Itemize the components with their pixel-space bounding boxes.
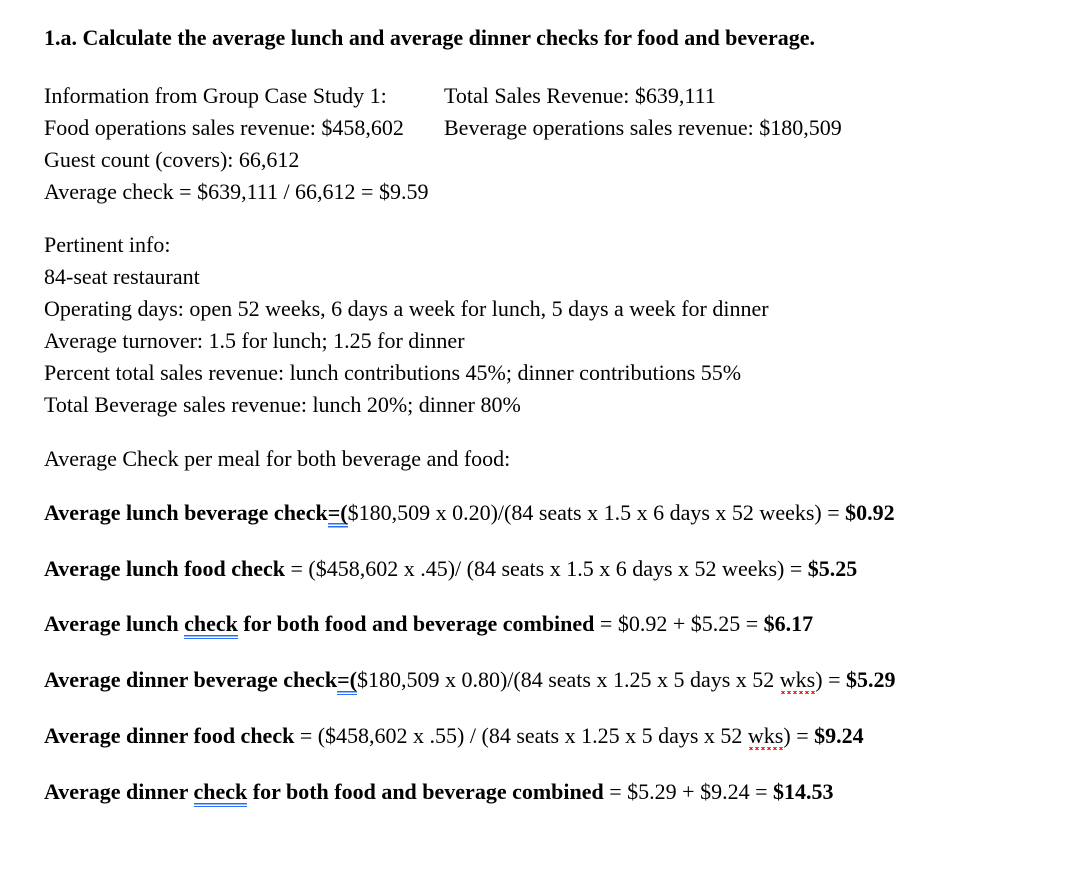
result: $0.92 <box>845 500 895 525</box>
operating-days: Operating days: open 52 weeks, 6 days a … <box>44 293 1052 325</box>
wks-squiggle: wks <box>748 723 783 750</box>
wks-squiggle: wks <box>780 667 815 694</box>
result: $6.17 <box>764 611 814 636</box>
calc-lunch-combined: Average lunch check for both food and be… <box>44 608 1052 640</box>
calc-lunch-beverage: Average lunch beverage check=($180,509 x… <box>44 497 1052 529</box>
label: Average dinner beverage check <box>44 667 337 692</box>
label-b: for both food and beverage combined <box>247 779 604 804</box>
formula: = $5.29 + $9.24 = <box>604 779 773 804</box>
guest-count: Guest count (covers): 66,612 <box>44 144 1052 176</box>
result: $5.29 <box>846 667 896 692</box>
formula-b: ) = <box>783 723 814 748</box>
food-operations-revenue: Food operations sales revenue: $458,602 <box>44 112 444 144</box>
average-check: Average check = $639,111 / 66,612 = $9.5… <box>44 176 1052 208</box>
formula: = $0.92 + $5.25 = <box>594 611 763 636</box>
formula: = ($458,602 x .45)/ (84 seats x 1.5 x 6 … <box>285 556 808 581</box>
section-heading: Average Check per meal for both beverage… <box>44 443 1052 475</box>
result: $14.53 <box>773 779 834 804</box>
label: Average dinner food check <box>44 723 294 748</box>
pertinent-block: Pertinent info: 84-seat restaurant Opera… <box>44 229 1052 420</box>
formula: $180,509 x 0.20)/(84 seats x 1.5 x 6 day… <box>348 500 846 525</box>
average-turnover: Average turnover: 1.5 for lunch; 1.25 fo… <box>44 325 1052 357</box>
beverage-operations-revenue: Beverage operations sales revenue: $180,… <box>444 112 1052 144</box>
beverage-split: Total Beverage sales revenue: lunch 20%;… <box>44 389 1052 421</box>
pertinent-heading: Pertinent info: <box>44 229 1052 261</box>
info-block: Information from Group Case Study 1: Tot… <box>44 80 1052 208</box>
calc-dinner-beverage: Average dinner beverage check=($180,509 … <box>44 664 1052 696</box>
formula-a: = ($458,602 x .55) / (84 seats x 1.25 x … <box>294 723 748 748</box>
label-a: Average dinner <box>44 779 194 804</box>
total-sales-revenue: Total Sales Revenue: $639,111 <box>444 80 1052 112</box>
check-squiggle: check <box>184 611 238 639</box>
seat-count: 84-seat restaurant <box>44 261 1052 293</box>
formula-a: $180,509 x 0.80)/(84 seats x 1.25 x 5 da… <box>357 667 780 692</box>
label: Average lunch food check <box>44 556 285 581</box>
label: Average lunch beverage check <box>44 500 328 525</box>
label-b: for both food and beverage combined <box>238 611 595 636</box>
result: $5.25 <box>808 556 858 581</box>
calc-dinner-combined: Average dinner check for both food and b… <box>44 776 1052 808</box>
calc-lunch-food: Average lunch food check = ($458,602 x .… <box>44 553 1052 585</box>
calculations: Average lunch beverage check=($180,509 x… <box>44 497 1052 808</box>
formula-b: ) = <box>815 667 846 692</box>
result: $9.24 <box>814 723 864 748</box>
equals-squiggle: =( <box>337 667 357 695</box>
check-squiggle: check <box>194 779 248 807</box>
label-a: Average lunch <box>44 611 184 636</box>
equals-squiggle: =( <box>328 500 348 528</box>
question-title: 1.a. Calculate the average lunch and ave… <box>44 22 1052 54</box>
percent-total-sales: Percent total sales revenue: lunch contr… <box>44 357 1052 389</box>
info-heading: Information from Group Case Study 1: <box>44 80 444 112</box>
calc-dinner-food: Average dinner food check = ($458,602 x … <box>44 720 1052 752</box>
